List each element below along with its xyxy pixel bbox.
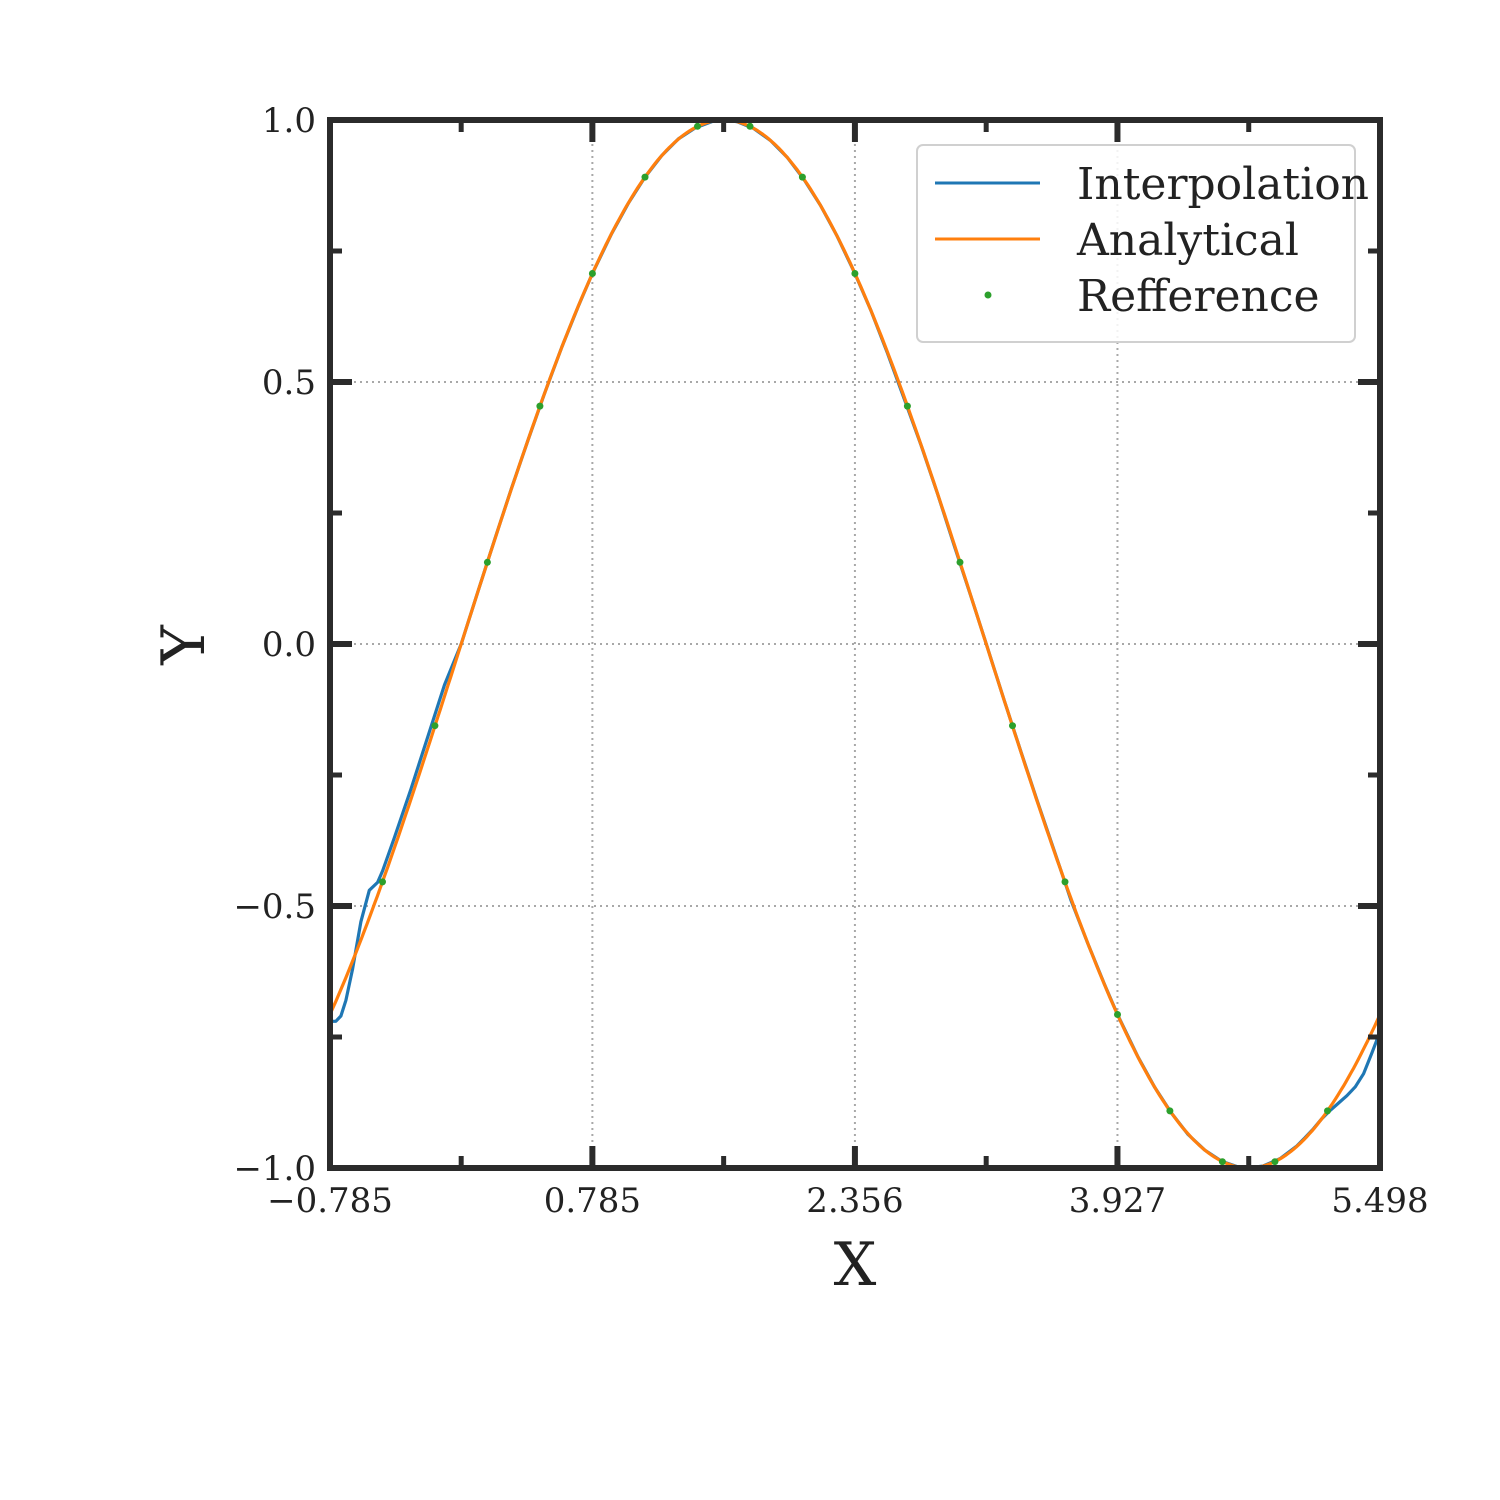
legend: Interpolation Analytical Refference: [916, 144, 1369, 343]
refference-point: [694, 122, 701, 130]
plot-frame: [327, 117, 1383, 1171]
refference-point: [1218, 1158, 1226, 1166]
legend-box: [916, 144, 1356, 343]
refference-point: [641, 173, 649, 181]
refference-point: [483, 558, 491, 566]
refference-point: [1271, 1158, 1279, 1166]
x-tick-label: 2.356: [806, 1181, 903, 1221]
y-tick-label: 0.0: [262, 625, 316, 665]
refference-point: [536, 402, 544, 410]
refference-point: [431, 722, 439, 730]
refference-point: [1114, 1011, 1121, 1018]
legend-label-interpolation: Interpolation: [1077, 159, 1369, 210]
y-tick-label: −1.0: [233, 1149, 316, 1189]
y-tick-label: 1.0: [262, 101, 316, 141]
legend-swatch-refference: [984, 291, 992, 299]
x-tick-label: −0.785: [267, 1181, 393, 1221]
refference-point: [798, 173, 806, 181]
refference-point: [1061, 878, 1069, 886]
tick-labels: −0.785 0.785 2.356 3.927 5.498 −1.0 −0.5 0.0 0.5…: [233, 101, 1428, 1221]
y-tick-label: −0.5: [233, 887, 316, 927]
x-tick-label: 5.498: [1331, 1181, 1428, 1221]
legend-label-refference: Refference: [1077, 271, 1320, 322]
y-axis-label: Y: [149, 624, 219, 666]
refference-point: [1009, 722, 1016, 730]
refference-point: [1324, 1107, 1331, 1115]
refference-point: [379, 878, 386, 886]
refference-point: [903, 402, 911, 410]
y-tick-label: 0.5: [262, 363, 316, 403]
x-tick-label: 3.927: [1069, 1181, 1166, 1221]
x-axis-label: X: [834, 1230, 877, 1300]
refference-point: [851, 270, 859, 277]
refference-point: [588, 270, 596, 277]
refference-point: [746, 122, 754, 130]
refference-point: [956, 558, 964, 566]
x-tick-label: 0.785: [544, 1181, 641, 1221]
legend-label-analytical: Analytical: [1076, 215, 1299, 266]
refference-point: [1166, 1107, 1174, 1115]
